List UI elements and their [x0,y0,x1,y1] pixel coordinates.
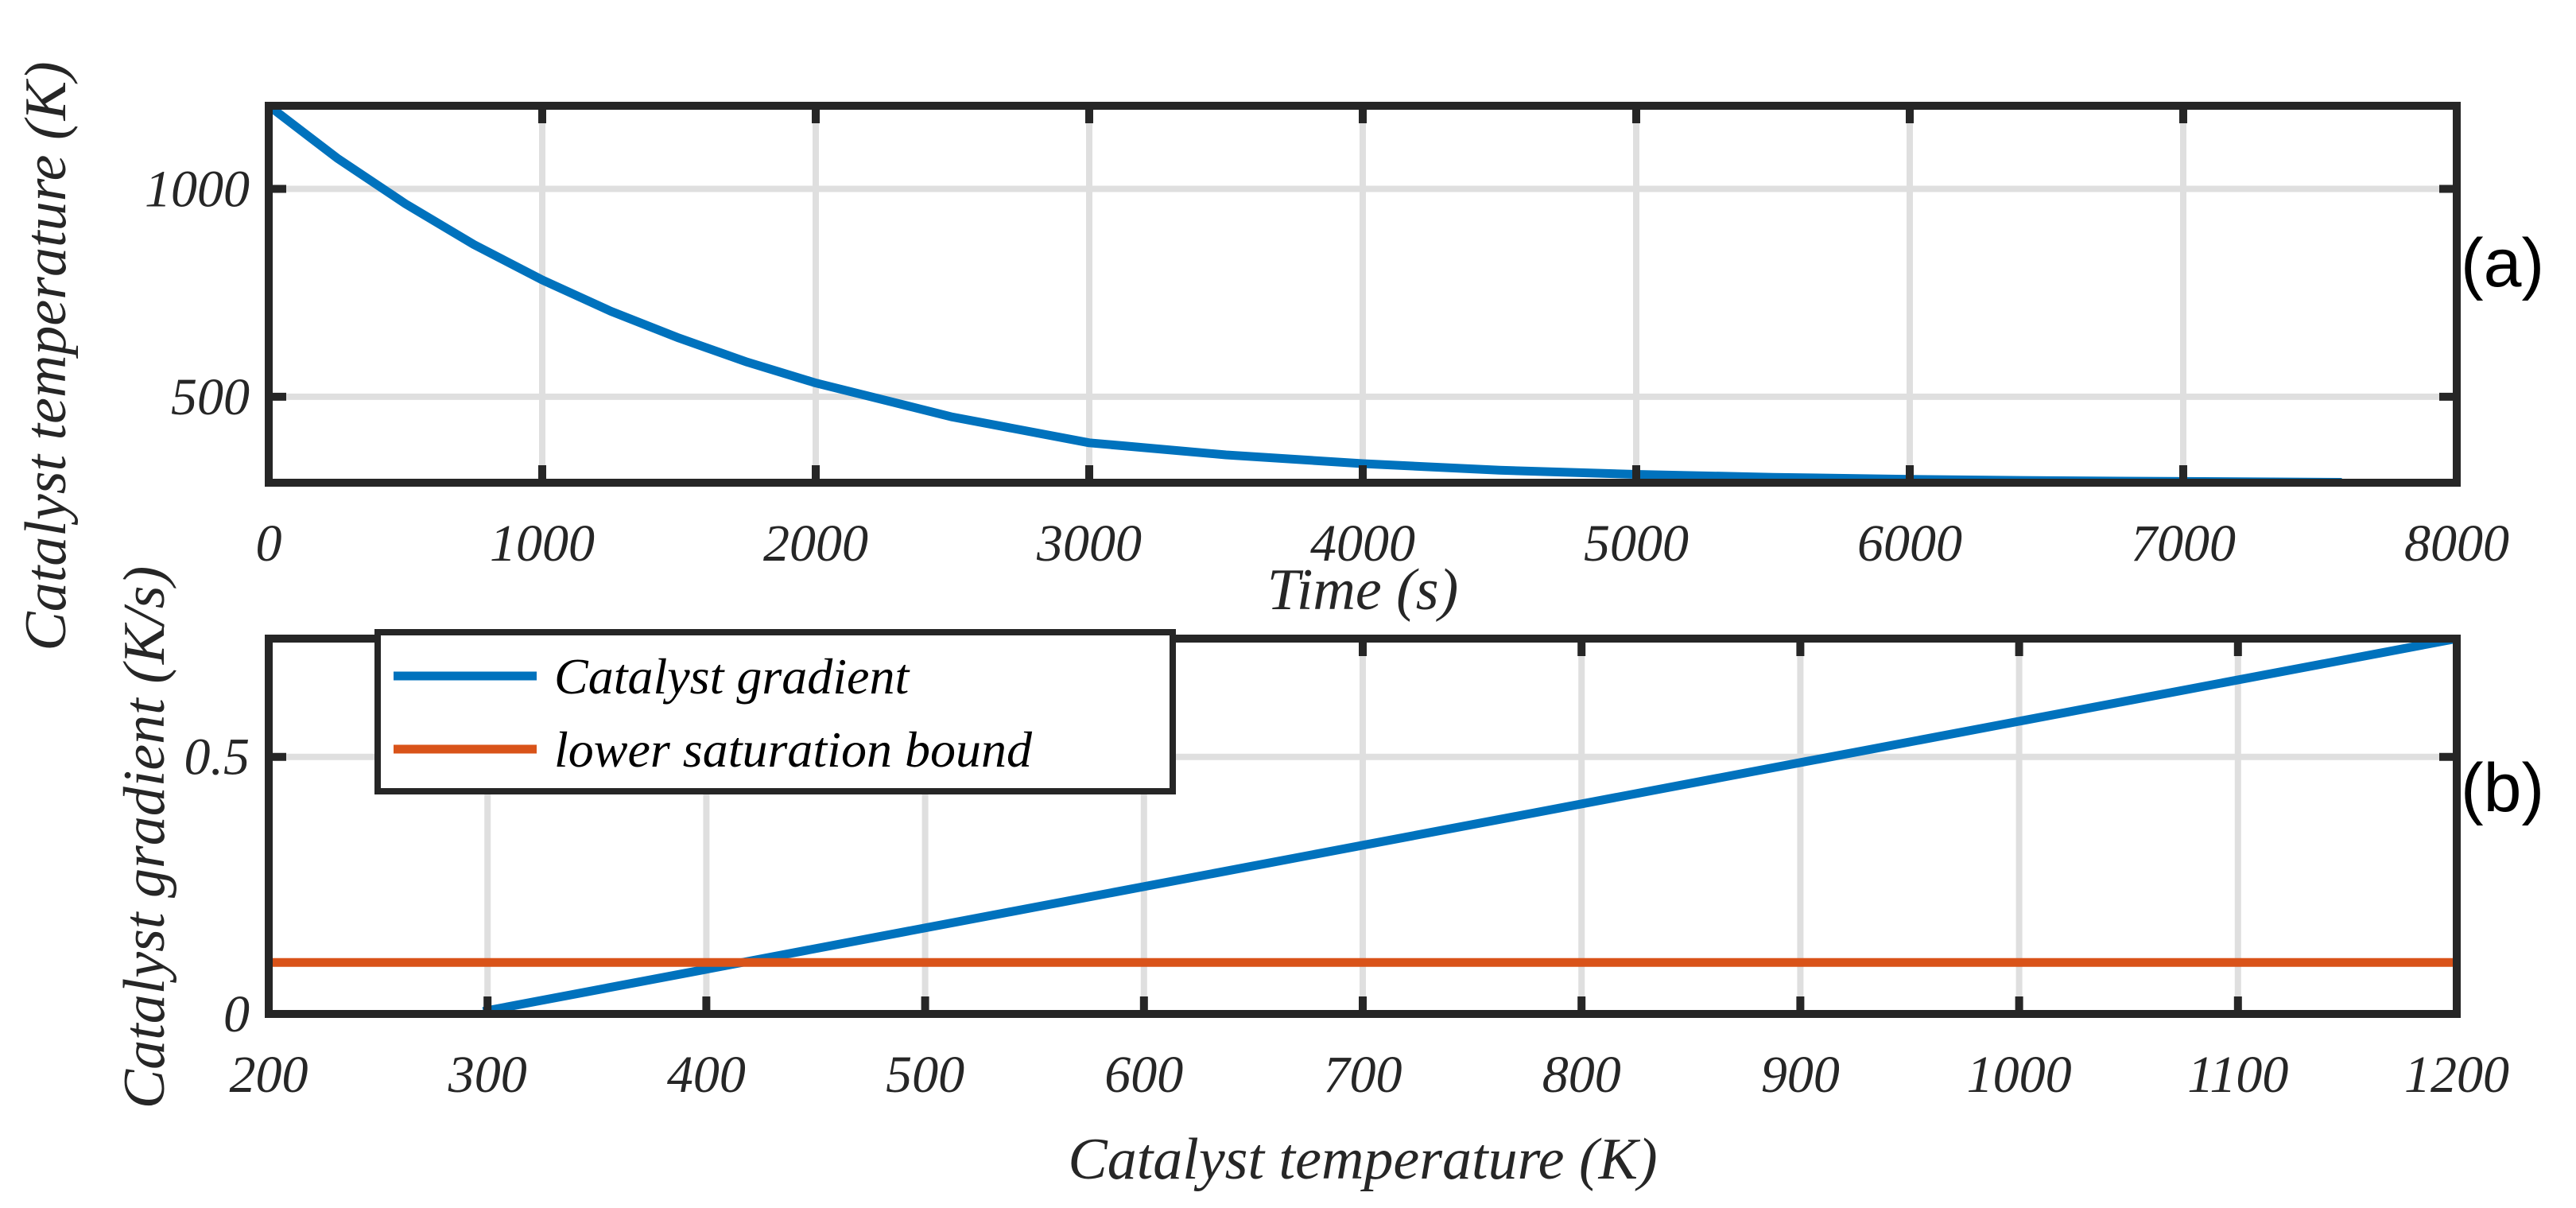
axes-b-xtick-label-4: 600 [1104,1046,1183,1104]
axes-b-xtick-label-9: 1100 [2187,1046,2288,1104]
axes-b-panel-label: (b) [2461,750,2544,826]
axes-a-xtick-label-7: 7000 [2131,515,2236,573]
axes-a-ytick-label-0: 500 [171,368,250,426]
axes-a-ytick-label-1: 1000 [145,161,250,219]
legend-entry-1: lower saturation bound [554,721,1033,778]
axes-a-xlabel: Time (s) [1267,557,1459,623]
axes-b-xtick-label-10: 1200 [2404,1046,2509,1104]
axes-b-xtick-label-0: 200 [230,1046,308,1104]
legend-entry-0: Catalyst gradient [554,648,910,705]
axes-b-ytick-label-1: 0.5 [184,728,250,787]
axes-a-xtick-label-4: 4000 [1310,515,1415,573]
axes-a-series-catalyst-temperature [269,106,2342,483]
axes-a-xtick-label-8: 8000 [2404,515,2509,573]
axes-b-xtick-label-3: 500 [886,1046,964,1104]
axes-b-series-catalyst-gradient [482,639,2457,1014]
axes-b-xtick-label-2: 400 [667,1046,746,1104]
axes-a-xtick-label-3: 3000 [1036,515,1142,573]
axes-b-xlabel: Catalyst temperature (K) [1068,1127,1657,1192]
axes-b-ytick-label-0: 0 [223,985,250,1043]
axes-a-xtick-label-2: 2000 [763,515,868,573]
axes-a-xtick-label-5: 5000 [1584,515,1689,573]
axes-b-xtick-label-6: 800 [1542,1046,1621,1104]
axes-b-xtick-label-5: 700 [1324,1046,1402,1104]
axes-a-xtick-label-6: 6000 [1857,515,1962,573]
axes-a-ylabel: Catalyst temperature (K) [14,61,79,651]
axes-b-xtick-label-7: 900 [1761,1046,1840,1104]
axes-b-xtick-label-1: 300 [448,1046,527,1104]
axes-a-panel-label: (a) [2461,225,2544,301]
axes-a-xtick-label-0: 0 [256,515,282,573]
axes-b-ylabel: Catalyst gradient (K/s) [112,566,177,1109]
axes-a-xtick-label-1: 1000 [490,515,595,573]
legend-box [374,629,1176,794]
axes-b-xtick-label-8: 1000 [1967,1046,2072,1104]
